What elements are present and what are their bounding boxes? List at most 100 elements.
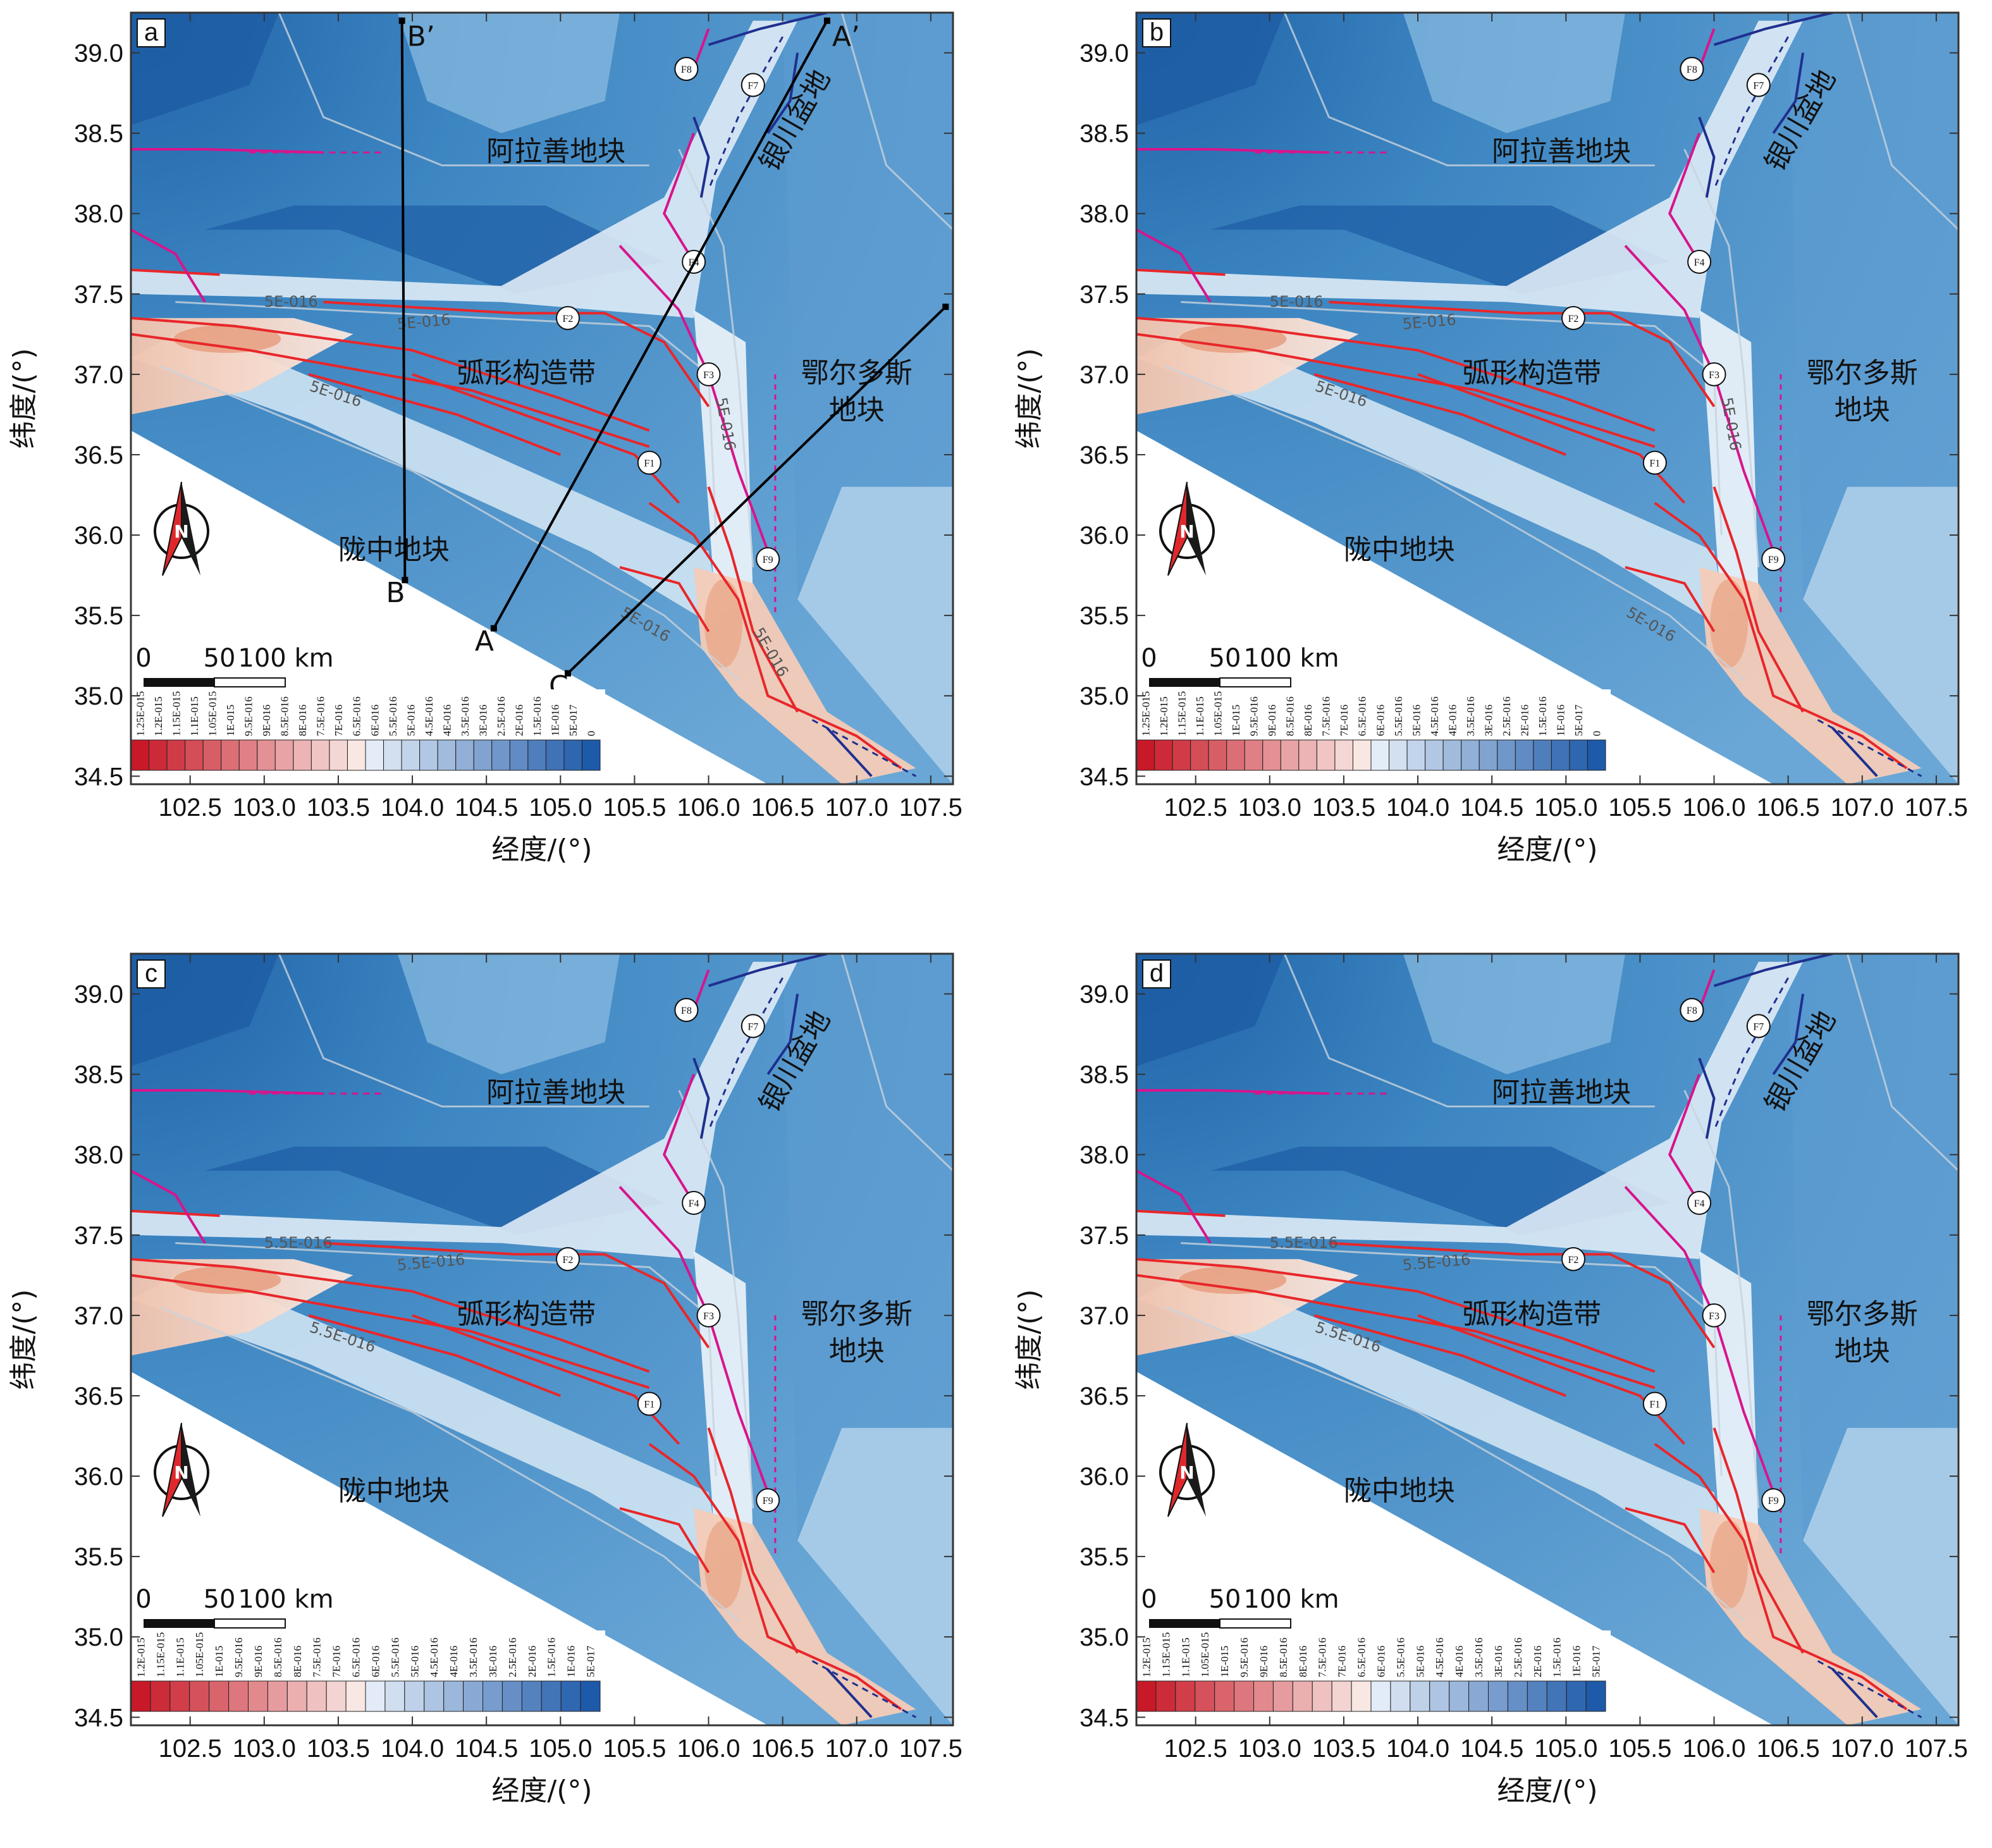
north-arrow-icon: N — [1159, 481, 1215, 576]
y-tick-label: 35.0 — [74, 682, 123, 710]
y-tick-label: 37.0 — [74, 1302, 123, 1330]
fault-trace-2 — [131, 1209, 220, 1217]
legend-label: 8.5E-016 — [1277, 1637, 1289, 1677]
legend-label: 1.25E-015 — [134, 691, 146, 736]
fault-trace-6 — [1654, 502, 1908, 770]
legend-label: 7E-016 — [333, 705, 345, 736]
fault-label-circle-f3 — [696, 1303, 721, 1327]
basin-axis-dashed — [708, 977, 784, 1131]
color-legend: 1.25E-015 1.2E-015 1.15E-015 1.1E-015 1.05E-… — [1136, 689, 1611, 784]
fault-trace-4 — [1417, 1314, 1686, 1445]
legend-swatch — [1585, 1680, 1606, 1712]
legend-label: 4E-016 — [1453, 1646, 1465, 1677]
x-axis-title: 经度/(°) — [1497, 834, 1597, 866]
legend-label: 9.5E-016 — [243, 696, 255, 736]
legend-swatch — [1214, 1680, 1235, 1712]
legend-swatch — [149, 739, 168, 771]
fault-label-f4: F4 — [689, 1198, 699, 1209]
fault-trace-2 — [131, 268, 220, 276]
legend-swatch — [1533, 739, 1552, 771]
legend-swatch — [306, 1680, 327, 1712]
legend-swatch — [1226, 739, 1245, 771]
legend-label: 7.5E-016 — [1320, 696, 1332, 736]
legend-swatch — [248, 1680, 268, 1712]
y-tick-label: 35.5 — [1079, 1543, 1129, 1571]
light-zone-north — [397, 954, 620, 1075]
legend-swatch — [1390, 1680, 1411, 1712]
fault-label-f9: F9 — [1768, 1496, 1779, 1506]
x-tick-label: 105.5 — [1608, 1735, 1671, 1763]
label-longzhong-block: 陇中地块 — [1344, 534, 1455, 566]
x-tick-label: 102.5 — [1164, 1735, 1227, 1763]
fault-label-circle-f9 — [756, 1488, 780, 1513]
legend-swatch — [228, 1680, 249, 1712]
x-tick-label: 104.0 — [1386, 1735, 1449, 1763]
legend-swatch — [1172, 739, 1191, 771]
normal-fault-dashed-se — [811, 1660, 917, 1718]
legend-label: 2E-016 — [513, 705, 526, 736]
fault-label-f8: F8 — [681, 1006, 692, 1016]
normal-fault-1 — [692, 1057, 710, 1139]
scale-label-50: 50 — [204, 644, 236, 673]
legend-label: 1.1E-015 — [174, 1637, 186, 1677]
y-tick-label: 38.0 — [74, 1142, 123, 1169]
thrust-trace-2 — [1136, 1089, 1329, 1095]
legend-label: 2.5E-016 — [1512, 1637, 1524, 1677]
legend-label: 5.5E-016 — [387, 696, 399, 736]
profile-end-label-c: C’ — [950, 307, 979, 339]
legend-swatch — [274, 739, 294, 771]
legend-label: 9E-016 — [261, 705, 273, 736]
legend-label: 7E-016 — [1336, 1646, 1348, 1677]
legend-swatch — [1569, 739, 1588, 771]
legend-swatch — [1406, 739, 1426, 771]
profile-line-c — [567, 305, 947, 675]
fault-label-circle-f9 — [1761, 1488, 1786, 1513]
scale-bar-black — [1149, 678, 1220, 687]
legend-swatch — [131, 1680, 151, 1712]
scale-label-100: 100 km — [1243, 1585, 1339, 1614]
legend-label: 1.25E-015 — [1140, 691, 1152, 736]
contour-line-0 — [1165, 1306, 1745, 1622]
scale-label-0: 0 — [1141, 644, 1157, 673]
profile-end-marker — [402, 577, 409, 584]
y-tick-label: 38.0 — [1079, 1142, 1129, 1169]
fault-trace-1 — [1136, 1274, 1656, 1389]
legend-swatch — [1136, 1680, 1157, 1712]
north-arrow-dark-half — [181, 1423, 200, 1517]
scale-label-0: 0 — [135, 644, 151, 673]
x-tick-label: 103.0 — [233, 1735, 296, 1763]
normal-fault-0 — [1713, 13, 1833, 46]
high-dark-zone — [1136, 954, 1285, 1066]
map-frame — [1135, 11, 1960, 785]
fault-label-f7: F7 — [747, 80, 758, 91]
legend-label: 5E-017 — [567, 704, 579, 736]
fault-trace-1 — [1136, 333, 1656, 448]
light-zone-southeast — [797, 486, 953, 784]
x-tick-label: 105.5 — [603, 794, 666, 822]
fault-label-f4: F4 — [1694, 1198, 1705, 1209]
light-belt-southwest — [131, 326, 723, 632]
legend-label: 0 — [1591, 731, 1603, 737]
fault-trace-5 — [1313, 373, 1567, 456]
fault-trace-0 — [1136, 1257, 1656, 1373]
normal-fault-dashed-se — [1817, 1660, 1922, 1718]
profile-end-marker — [942, 304, 949, 311]
y-tick-label: 35.5 — [1079, 602, 1129, 630]
fault-label-circle-f4 — [682, 1190, 706, 1215]
legend-swatch — [483, 1680, 503, 1712]
legend-swatch — [419, 739, 438, 771]
label-ordos-2: 地块 — [829, 394, 885, 426]
fault-label-circle-f7 — [1746, 73, 1771, 97]
x-tick-label: 105.5 — [603, 1735, 666, 1763]
y-axis-title: 纬度/(°) — [8, 1289, 40, 1389]
label-longzhong-block: 陇中地块 — [1344, 1475, 1455, 1507]
legend-swatch — [1272, 1680, 1293, 1712]
hotspot-core-west — [173, 324, 281, 353]
contour-label: 5.5E-016 — [1270, 1234, 1338, 1252]
normal-fault-dashed-se — [811, 718, 917, 777]
y-tick-label: 35.0 — [1079, 1623, 1129, 1651]
contour-line-3 — [1283, 13, 1655, 166]
hotspot-core-southeast — [1709, 579, 1748, 668]
legend-swatch — [1298, 739, 1317, 771]
legend-label: 4.5E-016 — [1434, 1637, 1446, 1677]
